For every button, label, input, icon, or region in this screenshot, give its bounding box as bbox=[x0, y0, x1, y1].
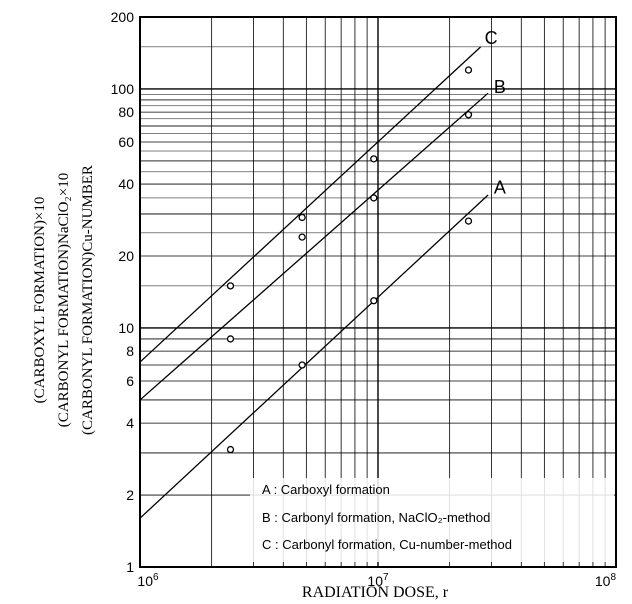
data-point-c bbox=[370, 155, 378, 163]
y-tick-label: 2 bbox=[126, 487, 134, 503]
legend-entry-a: A : Carboxyl formation bbox=[262, 482, 390, 497]
data-point-a bbox=[226, 445, 235, 454]
y-tick-label: 60 bbox=[118, 134, 134, 150]
data-point-b bbox=[226, 335, 235, 343]
y-axis-label: (CARBOXYL FORMATION)×10 (CARBONYL FORMAT… bbox=[32, 165, 96, 435]
y-axis-label-line-1: (CARBOXYL FORMATION)×10 bbox=[32, 197, 48, 404]
fit-line-a bbox=[139, 194, 489, 519]
x-tick-label: 106 bbox=[137, 572, 159, 589]
legend: A : Carboxyl formation B : Carbonyl form… bbox=[250, 478, 614, 562]
data-point-b bbox=[370, 194, 378, 202]
data-point-a bbox=[464, 217, 473, 225]
line-labels: A B C bbox=[485, 28, 506, 197]
grid bbox=[140, 17, 616, 567]
y-tick-label: 8 bbox=[126, 343, 134, 359]
data-point-c bbox=[464, 66, 473, 74]
line-label-c: C bbox=[485, 28, 498, 48]
y-axis-label-line-3: (CARBONYL FORMATION)Cu-NUMBER bbox=[80, 165, 96, 435]
y-tick-label: 200 bbox=[111, 9, 135, 25]
legend-entry-c: C : Carbonyl formation, Cu-number-method bbox=[262, 537, 512, 552]
x-axis-label: RADIATION DOSE, r bbox=[302, 584, 449, 601]
fit-line-c bbox=[139, 46, 482, 363]
y-tick-label: 100 bbox=[111, 81, 135, 97]
y-tick-label: 20 bbox=[118, 248, 134, 264]
data-point-a bbox=[298, 361, 306, 369]
data-point-b bbox=[298, 233, 306, 241]
data-point-b bbox=[464, 111, 473, 119]
fit-lines bbox=[139, 46, 489, 519]
y-tick-label: 6 bbox=[126, 373, 134, 389]
y-tick-label: 1 bbox=[126, 559, 134, 575]
x-tick-label: 107 bbox=[367, 572, 389, 589]
line-label-b: B bbox=[494, 77, 506, 97]
line-label-a: A bbox=[494, 177, 506, 197]
plot-frame bbox=[139, 16, 617, 568]
data-point-a bbox=[370, 297, 378, 305]
y-tick-label: 80 bbox=[118, 104, 134, 120]
data-points bbox=[226, 66, 473, 454]
data-point-c bbox=[226, 282, 235, 290]
x-tick-labels: 106 107 108 bbox=[137, 572, 616, 589]
fit-line-b bbox=[139, 92, 489, 401]
y-axis-label-line-2: (CARBONYL FORMATION)NaClO₂×10 bbox=[56, 173, 72, 427]
y-tick-labels: 1 2 4 6 8 10 20 40 60 80 100 200 bbox=[111, 9, 135, 575]
x-tick-label: 108 bbox=[595, 572, 617, 589]
y-tick-label: 4 bbox=[126, 415, 134, 431]
legend-box bbox=[250, 478, 614, 562]
y-tick-label: 40 bbox=[118, 176, 134, 192]
data-point-c bbox=[298, 213, 306, 222]
y-tick-label: 10 bbox=[118, 320, 134, 336]
legend-entry-b: B : Carbonyl formation, NaClO₂-method bbox=[262, 510, 490, 525]
